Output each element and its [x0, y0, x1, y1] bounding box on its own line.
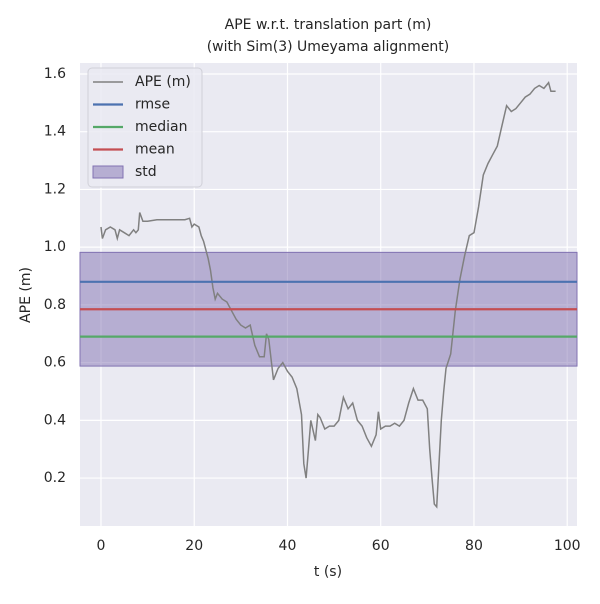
y-tick-label: 0.4 — [44, 412, 66, 428]
x-tick-label: 80 — [465, 538, 483, 554]
legend-label: APE (m) — [135, 74, 191, 90]
y-tick-label: 1.0 — [44, 239, 66, 255]
ape-line — [100, 80, 556, 509]
x-tick-label: 20 — [185, 538, 203, 554]
y-tick-label: 1.2 — [44, 181, 66, 197]
x-tick-label: 40 — [279, 538, 297, 554]
y-axis-label: APE (m) — [18, 267, 34, 323]
y-tick-label: 0.8 — [44, 297, 66, 313]
x-tick-label: 0 — [97, 538, 106, 554]
y-tick-label: 1.6 — [44, 66, 66, 82]
chart-subtitle: (with Sim(3) Umeyama alignment) — [207, 39, 450, 55]
x-axis-label: t (s) — [314, 564, 342, 580]
x-tick-label: 100 — [554, 538, 581, 554]
y-tick-label: 0.2 — [44, 470, 66, 486]
legend-label: rmse — [135, 97, 170, 113]
legend-label: median — [135, 119, 187, 135]
legend-label: std — [135, 164, 157, 180]
legend-label: mean — [135, 142, 175, 158]
y-tick-label: 1.4 — [44, 124, 66, 140]
chart-title: APE w.r.t. translation part (m) — [225, 17, 432, 33]
y-tick-label: 0.6 — [44, 355, 66, 371]
legend-swatch — [92, 165, 124, 179]
x-tick-label: 60 — [372, 538, 390, 554]
legend-box — [87, 67, 203, 188]
